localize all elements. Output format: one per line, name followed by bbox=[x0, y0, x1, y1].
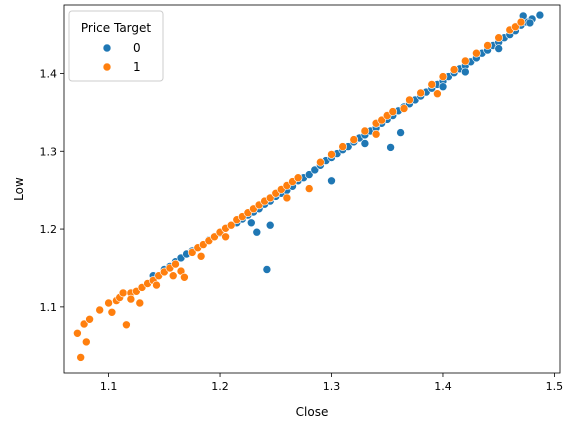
legend-label-0: 0 bbox=[133, 41, 141, 55]
x-tick-label: 1.1 bbox=[100, 380, 118, 393]
data-point-series-1 bbox=[104, 298, 113, 308]
legend-title: Price Target bbox=[81, 21, 152, 35]
data-point-series-1 bbox=[210, 232, 219, 242]
y-axis-label: Low bbox=[12, 177, 26, 201]
data-point-series-0 bbox=[360, 139, 370, 148]
legend-marker-0 bbox=[102, 43, 112, 53]
data-point-series-0 bbox=[247, 218, 256, 228]
data-point-series-1 bbox=[226, 220, 236, 230]
data-point-series-1 bbox=[460, 56, 470, 66]
data-point-series-1 bbox=[85, 314, 94, 324]
data-point-series-0 bbox=[438, 82, 448, 91]
data-point-series-1 bbox=[316, 157, 325, 167]
data-point-series-1 bbox=[196, 251, 206, 261]
y-tick-label: 1.1 bbox=[40, 301, 58, 314]
data-point-series-1 bbox=[349, 135, 359, 144]
data-point-series-0 bbox=[265, 220, 275, 230]
data-point-series-1 bbox=[483, 41, 492, 50]
data-point-series-0 bbox=[494, 44, 504, 53]
y-tick-label: 1.4 bbox=[40, 67, 58, 80]
y-tick-label: 1.3 bbox=[40, 145, 58, 158]
data-point-series-1 bbox=[304, 184, 314, 193]
data-point-series-1 bbox=[433, 89, 442, 98]
data-point-series-0 bbox=[525, 18, 535, 28]
legend-marker-1 bbox=[102, 62, 112, 72]
data-point-series-0 bbox=[310, 165, 320, 175]
data-point-series-1 bbox=[171, 259, 180, 269]
x-axis-ticks: 1.1 1.2 1.3 1.4 1.5 bbox=[100, 373, 563, 393]
data-point-series-1 bbox=[377, 115, 387, 125]
x-axis-label: Close bbox=[296, 405, 329, 419]
data-point-series-1 bbox=[282, 193, 292, 203]
data-point-series-1 bbox=[405, 95, 414, 105]
x-tick-label: 1.4 bbox=[434, 380, 452, 393]
data-point-series-1 bbox=[107, 307, 117, 317]
data-point-series-0 bbox=[262, 265, 272, 274]
data-point-series-1 bbox=[399, 104, 409, 113]
data-point-series-1 bbox=[168, 271, 178, 281]
legend-label-1: 1 bbox=[133, 60, 141, 74]
data-point-series-1 bbox=[293, 173, 303, 182]
data-point-series-1 bbox=[152, 280, 161, 290]
data-point-series-1 bbox=[494, 33, 504, 43]
data-point-series-1 bbox=[388, 107, 398, 116]
data-point-series-1 bbox=[118, 288, 128, 298]
x-tick-label: 1.3 bbox=[323, 380, 341, 393]
legend: Price Target 0 1 bbox=[68, 10, 164, 82]
data-point-series-1 bbox=[416, 88, 426, 98]
data-point-series-1 bbox=[221, 232, 230, 242]
data-point-series-1 bbox=[79, 319, 89, 329]
data-point-series-1 bbox=[187, 248, 197, 257]
data-point-series-1 bbox=[338, 142, 348, 151]
data-point-series-1 bbox=[122, 320, 131, 330]
x-tick-label: 1.5 bbox=[546, 380, 564, 393]
data-point-series-0 bbox=[327, 176, 336, 186]
data-point-series-1 bbox=[95, 305, 104, 315]
data-point-series-1 bbox=[438, 72, 448, 81]
y-axis-ticks: 1.1 1.2 1.3 1.4 bbox=[40, 67, 64, 314]
data-point-series-1 bbox=[180, 272, 189, 282]
data-point-series-1 bbox=[427, 80, 437, 89]
data-point-series-0 bbox=[396, 128, 405, 137]
data-point-series-1 bbox=[327, 150, 336, 159]
data-point-series-0 bbox=[252, 227, 262, 237]
y-tick-label: 1.2 bbox=[40, 223, 58, 236]
data-point-series-1 bbox=[360, 126, 370, 136]
data-point-series-1 bbox=[472, 48, 481, 58]
data-point-series-1 bbox=[511, 22, 520, 32]
x-tick-label: 1.2 bbox=[211, 380, 229, 393]
data-point-series-0 bbox=[535, 10, 545, 20]
data-point-series-0 bbox=[304, 170, 314, 179]
points-layer bbox=[73, 10, 545, 362]
data-point-series-1 bbox=[516, 17, 526, 27]
data-point-series-0 bbox=[386, 143, 395, 152]
data-point-series-0 bbox=[460, 67, 470, 77]
data-point-series-1 bbox=[76, 353, 85, 362]
data-point-series-1 bbox=[82, 337, 91, 347]
data-point-series-1 bbox=[265, 193, 275, 203]
data-point-series-1 bbox=[449, 65, 459, 74]
legend-box bbox=[68, 10, 164, 82]
data-point-series-1 bbox=[126, 294, 136, 304]
data-point-series-1 bbox=[135, 298, 145, 308]
data-point-series-1 bbox=[73, 328, 82, 338]
data-point-series-1 bbox=[371, 129, 381, 139]
